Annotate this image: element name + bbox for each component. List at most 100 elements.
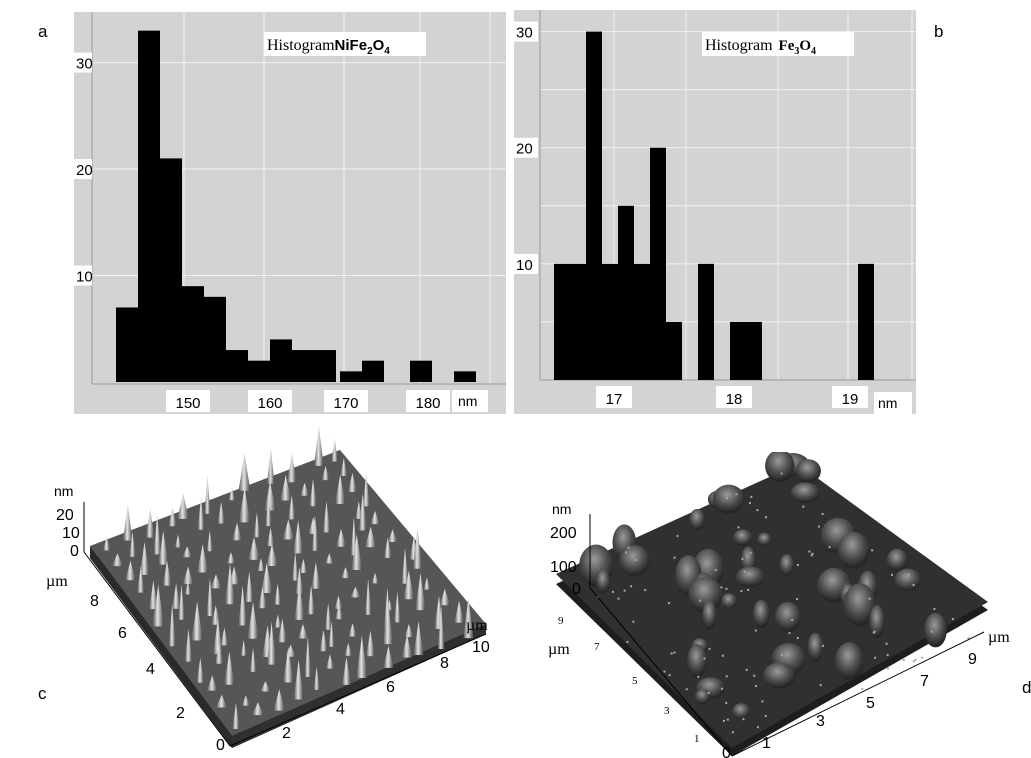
surface-peak — [321, 465, 330, 481]
x-tick-label: 18 — [726, 391, 743, 408]
afm-surface-nife2o4: nm 20 10 0 µm 8 6 4 2 0 2 4 6 8 10 µm — [46, 428, 490, 754]
histogram-fe3o4: 10 20 30 17 18 19 Histogram Fe3O4 nm — [514, 10, 916, 414]
surface-peak — [266, 621, 277, 665]
surface-peak — [334, 595, 343, 609]
surface-peak — [779, 554, 795, 576]
y-tick: 2 — [176, 705, 185, 722]
surface-speck — [721, 654, 724, 657]
surface-speck — [912, 584, 915, 587]
surface-peak — [328, 621, 335, 647]
surface-speck — [623, 589, 626, 592]
surface-peak — [413, 620, 424, 655]
histogram-nife2o4: 10 20 30 150 160 170 180 HistogramNiFe2O4 nm — [74, 12, 506, 414]
surface-peak — [364, 578, 372, 615]
surface-peak — [293, 659, 304, 700]
surface-peak — [171, 583, 181, 609]
surface-speck — [741, 558, 744, 561]
surface-peak — [687, 644, 707, 678]
surface-speck — [885, 642, 888, 645]
surface-top — [556, 464, 988, 748]
surface-peak — [735, 566, 765, 588]
surface-speck — [907, 573, 910, 576]
surface-peak — [371, 572, 379, 584]
surface-speck — [632, 620, 635, 623]
y-tick: 9 — [558, 615, 564, 627]
surface-peak — [122, 504, 133, 541]
surface-speck — [707, 692, 710, 695]
surface-peak — [307, 584, 315, 615]
surface-peak — [258, 586, 267, 609]
surface-speck — [611, 590, 614, 593]
surface-peak — [282, 646, 294, 683]
x-tick-label: 17 — [606, 391, 623, 408]
surface-peak — [260, 681, 271, 692]
surface-peak — [266, 544, 278, 566]
surface-peak — [145, 507, 155, 538]
surface-peak — [162, 560, 172, 586]
y-tick: 5 — [632, 675, 638, 687]
surface-speck — [780, 472, 783, 475]
surface-speck — [930, 630, 933, 633]
surface-speck — [821, 513, 824, 516]
surface-peak — [362, 473, 370, 507]
surface-speck — [921, 656, 924, 659]
tick-label-box — [406, 390, 450, 412]
unit-label: nm — [458, 393, 477, 409]
surface-peak — [300, 482, 309, 496]
surface-peak — [732, 703, 751, 720]
surface-peak — [423, 577, 431, 590]
surface-peak — [415, 572, 426, 611]
surface-speck — [951, 617, 954, 620]
x-unit-label: µm — [988, 629, 1010, 646]
histogram-bar — [634, 263, 650, 380]
surface-speck — [725, 497, 728, 500]
surface-speck — [726, 718, 729, 721]
tick-label-box — [166, 390, 210, 412]
surface-peak — [365, 630, 375, 657]
surface-peak — [240, 640, 247, 656]
x-tick: 6 — [386, 679, 395, 696]
surface-peak — [401, 547, 409, 584]
surface-speck — [817, 525, 820, 528]
surface-peak — [220, 627, 229, 646]
surface-speck — [708, 647, 711, 650]
histogram-bar — [362, 360, 384, 382]
histogram-bar — [618, 205, 634, 380]
surface-peak — [249, 648, 257, 672]
y-tick: 8 — [90, 593, 99, 610]
y-tick: 1 — [694, 733, 700, 745]
surface-peak — [311, 514, 319, 551]
surface-peak — [197, 496, 205, 530]
surface-speck — [676, 535, 679, 538]
origin-tick: 0 — [216, 737, 225, 754]
panel-label-a: a — [38, 22, 48, 41]
x-unit-label: µm — [466, 617, 488, 634]
surface-peak — [309, 478, 317, 507]
x-tick: 3 — [816, 713, 825, 730]
tick-label-box — [832, 386, 868, 408]
histogram-bar — [454, 371, 476, 382]
surface-peak — [382, 603, 394, 645]
surface-speck — [725, 701, 728, 704]
x-tick: 8 — [440, 655, 449, 672]
bars — [116, 30, 476, 382]
surface-peak — [280, 474, 292, 501]
histogram-title-box — [702, 32, 854, 56]
surface-speck — [720, 687, 723, 690]
surface-speck — [725, 587, 728, 590]
surface-speck — [914, 658, 917, 661]
surface-peak — [702, 600, 717, 630]
surface-speck — [630, 585, 633, 588]
histogram-bar — [204, 296, 226, 382]
surface-peak — [295, 567, 304, 594]
surface-peak — [102, 536, 111, 551]
surface-peak — [196, 544, 209, 573]
surface-peak — [148, 580, 158, 610]
x-axis-line — [229, 633, 487, 747]
surface-peak — [264, 481, 276, 511]
surface-peak — [752, 599, 770, 629]
y-unit-label: µm — [548, 641, 570, 658]
surface-speck — [780, 653, 783, 656]
surface-peak — [341, 567, 351, 579]
surface-peak — [182, 546, 192, 558]
